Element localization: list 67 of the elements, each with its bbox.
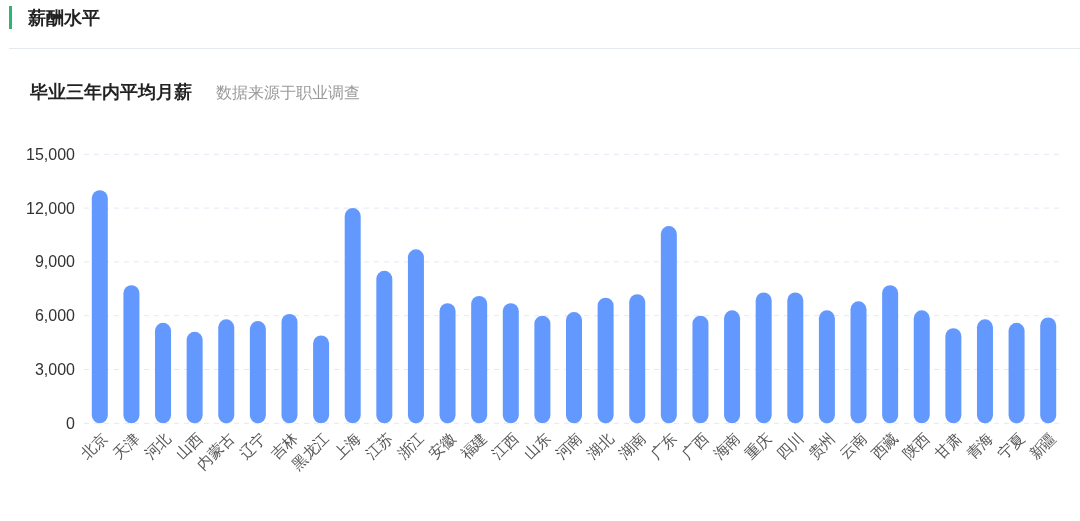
x-tick-label: 安徽 [425,429,459,463]
y-tick-label: 12,000 [26,199,76,217]
x-tick-label: 云南 [836,429,870,463]
bar [882,285,899,424]
bar [1040,317,1057,424]
x-tick-label: 辽宁 [235,429,269,463]
x-tick-label: 四川 [773,429,807,463]
x-tick-label: 广东 [646,429,680,463]
x-tick-label: 青海 [962,429,996,463]
bar [755,292,772,424]
bar [976,319,993,424]
x-tick-label: 山东 [520,429,554,463]
bar [344,208,361,424]
bar [629,294,646,424]
bar [534,315,551,424]
x-tick-label: 江苏 [362,429,396,463]
bar [566,312,582,424]
y-tick-label: 6,000 [34,307,76,325]
x-tick-label: 陕西 [899,429,933,463]
bar [376,270,393,424]
x-tick-label: 北京 [77,429,111,463]
bar [597,297,614,424]
bar [660,226,677,424]
bar [787,292,804,424]
x-tick-label: 海南 [709,429,744,463]
bar [913,310,930,424]
x-tick-label: 天津 [109,429,143,463]
y-tick-label: 15,000 [26,145,76,163]
y-tick-label: 0 [66,414,76,432]
bar [249,321,266,424]
x-tick-label: 新疆 [1025,429,1060,463]
bar [281,313,298,424]
bar [692,315,709,424]
x-tick-label: 贵州 [804,429,838,463]
x-tick-label: 甘肃 [931,429,965,463]
x-tick-label: 福建 [456,429,491,463]
bar [186,331,203,424]
x-tick-label: 江西 [488,429,522,463]
bar [407,249,424,424]
x-tick-label: 广西 [678,429,712,463]
bar [502,303,519,424]
chart-subtitle: 毕业三年内平均月薪 [29,82,192,102]
x-tick-label: 河南 [551,429,586,463]
bar [945,328,962,424]
text: 数据来源于职业调查 [216,84,360,101]
x-tick-label: 西藏 [867,429,902,463]
y-tick-label: 3,000 [34,361,76,378]
chart-title: 薪酬水平 [27,8,100,28]
x-tick-label: 上海 [330,429,364,463]
bar [91,190,108,424]
x-tick-label: 湖北 [583,429,617,463]
bar [123,285,140,424]
bar [313,335,330,424]
x-tick-label: 湖南 [615,429,649,463]
bar [218,319,235,424]
y-tick-label: 9,000 [34,253,76,271]
bar [1008,322,1025,424]
x-tick-label: 河北 [140,429,175,463]
bar [471,295,488,424]
bar [155,322,172,424]
bar [818,310,835,424]
bar [724,310,741,424]
x-tick-label: 重庆 [741,429,775,463]
x-tick-label: 浙江 [393,429,427,463]
x-tick-label: 宁夏 [994,429,1028,463]
bar [439,303,456,424]
bar [850,301,867,424]
